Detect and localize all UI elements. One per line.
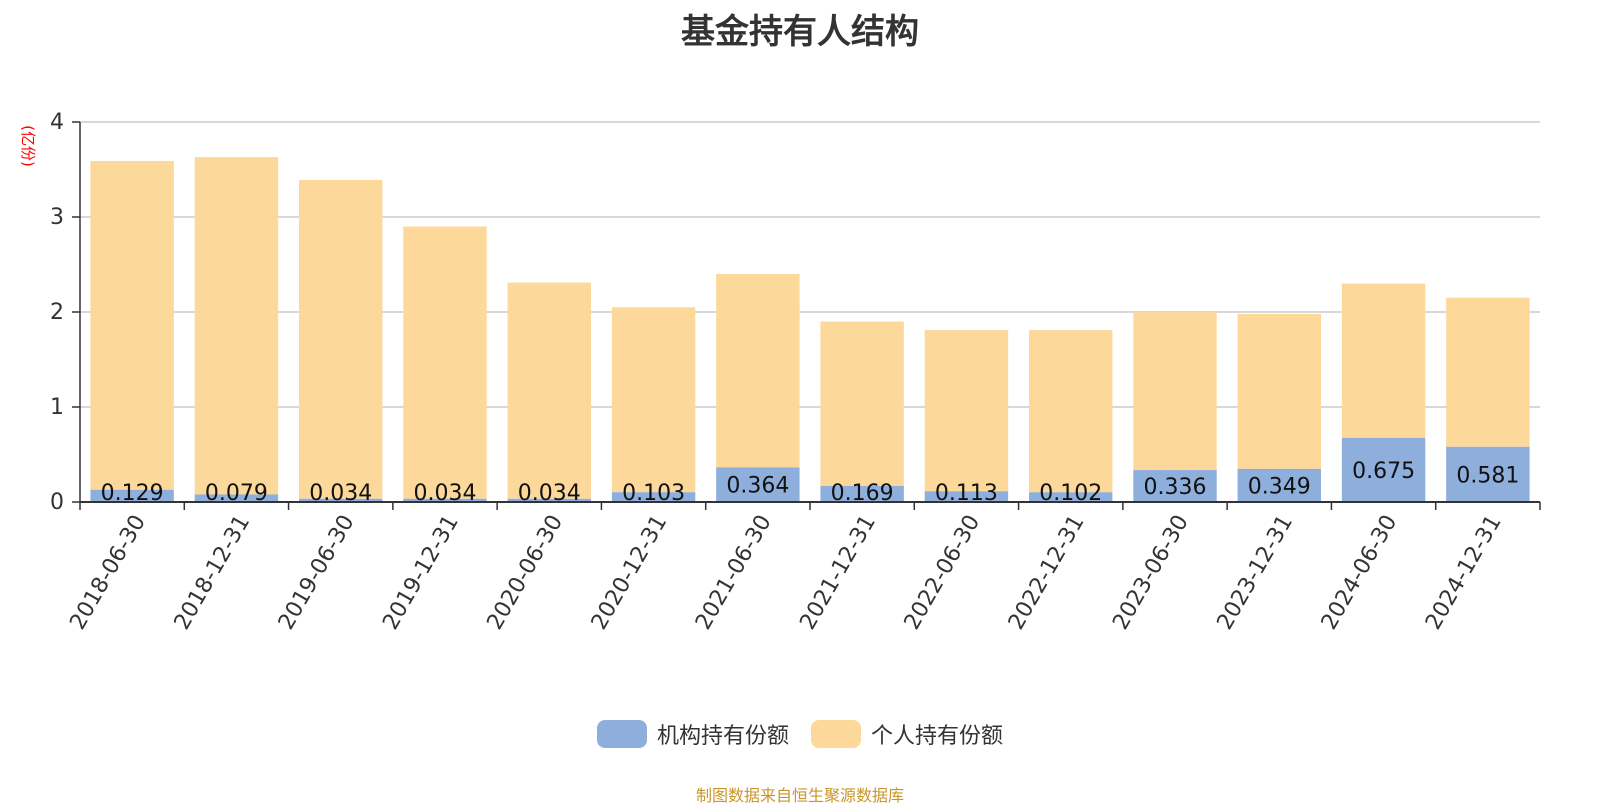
bar-individual <box>1341 283 1426 438</box>
data-label: 0.364 <box>726 474 789 499</box>
legend-label-individual: 个人持有份额 <box>871 724 1004 749</box>
x-tick-label: 2021-12-31 <box>795 511 881 634</box>
bar-institutional <box>194 494 279 502</box>
x-tick-label: 2018-12-31 <box>170 511 256 634</box>
bar-individual <box>507 282 591 499</box>
bar-individual <box>90 160 174 490</box>
legend-item-institutional[interactable]: 机构持有份额 <box>596 718 789 750</box>
legend-swatch-individual <box>811 720 861 748</box>
legend-label-institutional: 机构持有份额 <box>656 724 789 749</box>
legend: 机构持有份额 个人持有份额 <box>0 718 1600 750</box>
legend-item-individual[interactable]: 个人持有份额 <box>811 718 1003 750</box>
x-tick-label: 2018-06-30 <box>65 511 151 634</box>
bar-institutional <box>924 491 1009 502</box>
bar-institutional <box>611 492 696 502</box>
x-tick-label: 2023-06-30 <box>1108 511 1194 634</box>
bar-institutional <box>1341 437 1426 502</box>
x-tick-label: 2020-12-31 <box>587 511 673 634</box>
x-tick-label: 2024-06-30 <box>1317 511 1403 634</box>
bar-institutional <box>716 467 800 502</box>
data-label: 0.581 <box>1456 463 1519 488</box>
y-tick-label: 4 <box>50 110 64 135</box>
x-tick-label: 2019-12-31 <box>378 511 464 634</box>
bar-individual <box>820 321 904 486</box>
data-source-note: 制图数据来自恒生聚源数据库 <box>695 786 904 805</box>
y-tick-label: 1 <box>50 395 64 420</box>
bar-institutional <box>299 498 383 502</box>
data-label: 0.349 <box>1248 474 1311 499</box>
bar-individual <box>299 179 383 499</box>
x-tick-label: 2024-12-31 <box>1421 511 1507 634</box>
bar-institutional <box>403 498 487 502</box>
bar-institutional <box>820 485 904 502</box>
bar-individual <box>194 157 279 495</box>
x-tick-label: 2022-06-30 <box>900 511 986 634</box>
x-tick-label: 2021-06-30 <box>691 511 777 634</box>
bar-institutional <box>1133 470 1217 502</box>
bar-institutional <box>90 489 174 502</box>
bar-institutional <box>1446 446 1530 502</box>
bar-individual <box>924 330 1009 492</box>
bar-individual <box>1029 330 1113 493</box>
data-label: 0.675 <box>1352 459 1415 484</box>
bar-individual <box>611 307 696 493</box>
x-tick-label: 2022-12-31 <box>1004 511 1090 634</box>
x-tick-label: 2023-12-31 <box>1213 511 1299 634</box>
bar-individual <box>716 274 800 468</box>
bar-individual <box>1446 297 1530 447</box>
data-label: 0.336 <box>1144 475 1207 500</box>
y-axis-label: (亿份) <box>19 125 37 167</box>
bar-institutional <box>1029 492 1113 502</box>
bars <box>90 157 1530 502</box>
bar-institutional <box>507 498 591 502</box>
bar-individual <box>403 226 487 499</box>
legend-swatch-institutional <box>596 720 647 748</box>
bar-individual <box>1133 312 1217 471</box>
y-tick-label: 0 <box>50 490 64 515</box>
x-tick-label: 2019-06-30 <box>274 511 360 634</box>
y-tick-label: 2 <box>50 300 64 325</box>
y-tick-label: 3 <box>50 205 64 230</box>
bar-individual <box>1237 313 1321 469</box>
x-tick-label: 2020-06-30 <box>483 511 569 634</box>
chart-title: 基金持有人结构 <box>681 12 919 52</box>
bar-institutional <box>1237 468 1321 502</box>
